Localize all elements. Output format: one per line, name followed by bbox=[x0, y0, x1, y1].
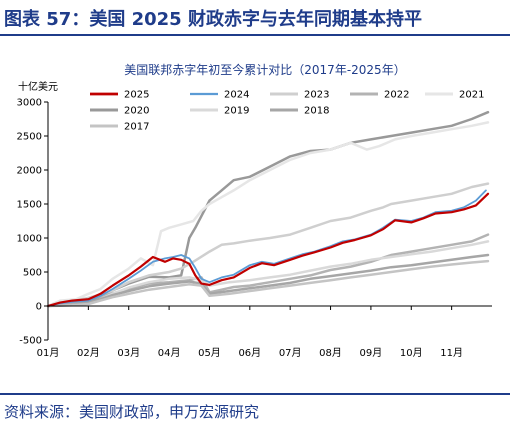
report-header: 图表 57：美国 2025 财政赤字与去年同期基本持平 bbox=[0, 0, 510, 38]
series-line-2021 bbox=[46, 121, 490, 308]
deficit-line-chart: 美国联邦赤字年初至今累计对比（2017年-2025年） 十亿美元 2025 202… bbox=[17, 62, 492, 359]
x-tick-label: 11月 bbox=[440, 347, 463, 359]
source-note: 资料来源：美国财政部，申万宏源研究 bbox=[4, 403, 260, 421]
legend-label-2023: 2023 bbox=[304, 90, 329, 101]
y-tick-label: 1500 bbox=[17, 200, 42, 211]
legend-label-2025: 2025 bbox=[124, 90, 149, 101]
x-tick-label: 08月 bbox=[319, 347, 342, 359]
chart-legend: 2025 2024 2023 2022 2021 2020 2019 2018 2017 bbox=[90, 90, 484, 133]
y-tick-label: 1000 bbox=[17, 234, 42, 245]
x-tick-label: 07月 bbox=[279, 347, 302, 359]
legend-label-2020: 2020 bbox=[124, 106, 149, 117]
legend-label-2021: 2021 bbox=[459, 90, 484, 101]
chart-title: 美国联邦赤字年初至今累计对比（2017年-2025年） bbox=[124, 62, 405, 77]
legend-label-2024: 2024 bbox=[224, 90, 249, 101]
x-tick-label: 09月 bbox=[360, 347, 383, 359]
legend-label-2022: 2022 bbox=[384, 90, 409, 101]
x-tick-label: 03月 bbox=[117, 347, 140, 359]
legend-label-2017: 2017 bbox=[124, 122, 149, 133]
y-tick-label: 3000 bbox=[17, 98, 42, 109]
series-line-2025 bbox=[46, 192, 490, 308]
figure-title: 图表 57：美国 2025 财政赤字与去年同期基本持平 bbox=[4, 9, 422, 30]
series-layer bbox=[46, 110, 490, 308]
y-axis-label: 十亿美元 bbox=[18, 80, 58, 93]
y-tick-label: -500 bbox=[19, 336, 42, 347]
series-line-2023 bbox=[46, 182, 490, 308]
y-tick-label: 2500 bbox=[17, 132, 42, 143]
x-tick-label: 06月 bbox=[238, 347, 261, 359]
series-line-2024 bbox=[47, 189, 487, 307]
y-tick-label: 0 bbox=[36, 302, 42, 313]
x-tick-label: 02月 bbox=[77, 347, 100, 359]
footer-divider bbox=[0, 393, 510, 395]
series-line-2017 bbox=[46, 259, 490, 308]
legend-label-2019: 2019 bbox=[224, 106, 249, 117]
y-tick-label: 500 bbox=[23, 268, 42, 279]
axes-layer: -500 0 500 1000 1500 2000 2500 3000 01月 02月 03月 04月… bbox=[17, 98, 492, 359]
series-line-2018 bbox=[46, 253, 490, 308]
header-divider bbox=[0, 34, 510, 36]
x-tick-label: 05月 bbox=[198, 347, 221, 359]
y-tick-label: 2000 bbox=[17, 166, 42, 177]
x-tick-label: 01月 bbox=[37, 347, 60, 359]
legend-label-2018: 2018 bbox=[304, 106, 329, 117]
x-tick-label: 10月 bbox=[400, 347, 423, 359]
x-tick-label: 04月 bbox=[158, 347, 181, 359]
